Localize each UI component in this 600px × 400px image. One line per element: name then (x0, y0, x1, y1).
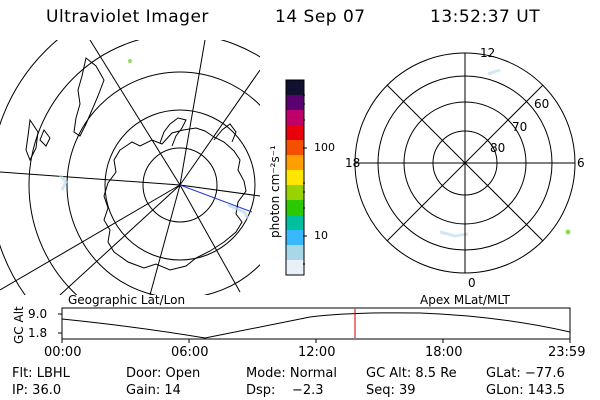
colorbar-band (286, 110, 304, 126)
instrument-title: Ultraviolet Imager (46, 7, 209, 27)
colorbar-unit-label: photon cm⁻²s⁻¹ (268, 145, 282, 238)
mlt-label-18: 18 (345, 156, 361, 170)
colorbar-band (286, 155, 304, 171)
altitude-ytick-min: 1.8 (28, 326, 48, 340)
altitude-curve (61, 312, 571, 339)
colorbar-band (286, 95, 304, 111)
geographic-map (0, 40, 260, 295)
altitude-ytick-max: 9.0 (28, 307, 48, 321)
apex-caption: Apex MLat/MLT (420, 293, 510, 307)
mlt-meridians (355, 53, 575, 273)
status-glat: GLat: −77.6 (486, 366, 565, 381)
xtick-0600: 06:00 (171, 345, 209, 360)
colorbar (285, 79, 305, 276)
colorbar-band (286, 125, 304, 141)
colorbar-band (286, 80, 304, 96)
colorbar-border (285, 79, 305, 276)
xtick-1200: 12:00 (298, 345, 336, 360)
colorbar-band (286, 215, 304, 231)
ice-shelf (213, 123, 237, 143)
geographic-caption: Geographic Lat/Lon (68, 293, 186, 307)
green-emission-dot-right (565, 229, 571, 235)
status-gain: Gain: 14 (126, 383, 181, 398)
colorbar-band (286, 245, 304, 261)
island-coastline-2 (39, 128, 51, 147)
status-door: Door: Open (126, 366, 201, 381)
antarctica-coastline (103, 127, 247, 271)
time-label: 13:52:37 UT (430, 7, 541, 27)
colorbar-tick-100: 100 (314, 141, 335, 154)
mlt-label-0: 0 (468, 276, 476, 290)
status-glon: GLon: 143.5 (486, 383, 566, 398)
status-gc-alt: GC Alt: 8.5 Re (366, 366, 457, 381)
status-ip: IP: 36.0 (12, 383, 62, 398)
mlat-label-60: 60 (534, 97, 550, 111)
status-mode: Mode: Normal (246, 366, 337, 381)
status-dsp: Dsp: −2.3 (246, 383, 324, 398)
colorbar-ticks (303, 94, 307, 265)
geo-meridians (0, 40, 260, 295)
colorbar-band (286, 260, 304, 276)
sun-direction-line (179, 184, 253, 213)
mlt-label-6: 6 (577, 156, 585, 170)
island-coastline (25, 118, 39, 162)
south-america-coastline (73, 57, 105, 137)
green-emission-dot (128, 59, 132, 63)
colorbar-band (286, 170, 304, 186)
xtick-1800: 18:00 (425, 345, 463, 360)
altitude-plot (58, 307, 571, 343)
status-seq: Seq: 39 (366, 383, 416, 398)
mlat-label-70: 70 (512, 120, 528, 134)
status-filter: Flt: LBHL (12, 366, 70, 381)
mlt-label-12: 12 (480, 46, 496, 60)
mlat-label-80: 80 (490, 141, 506, 155)
colorbar-tick-10: 10 (314, 229, 328, 242)
geo-latitude-circles (0, 40, 260, 295)
colorbar-band (286, 140, 304, 156)
colorbar-band (286, 230, 304, 246)
magnetic-polar-grid (354, 52, 576, 274)
xtick-2359: 23:59 (548, 345, 586, 360)
colorbar-band (286, 200, 304, 216)
colorbar-band (286, 185, 304, 201)
altitude-ylabel: GC Alt (12, 306, 26, 344)
mlat-circles (354, 52, 576, 274)
date-label: 14 Sep 07 (275, 7, 366, 27)
antarctic-peninsula (159, 117, 187, 147)
xtick-0000: 00:00 (44, 345, 82, 360)
